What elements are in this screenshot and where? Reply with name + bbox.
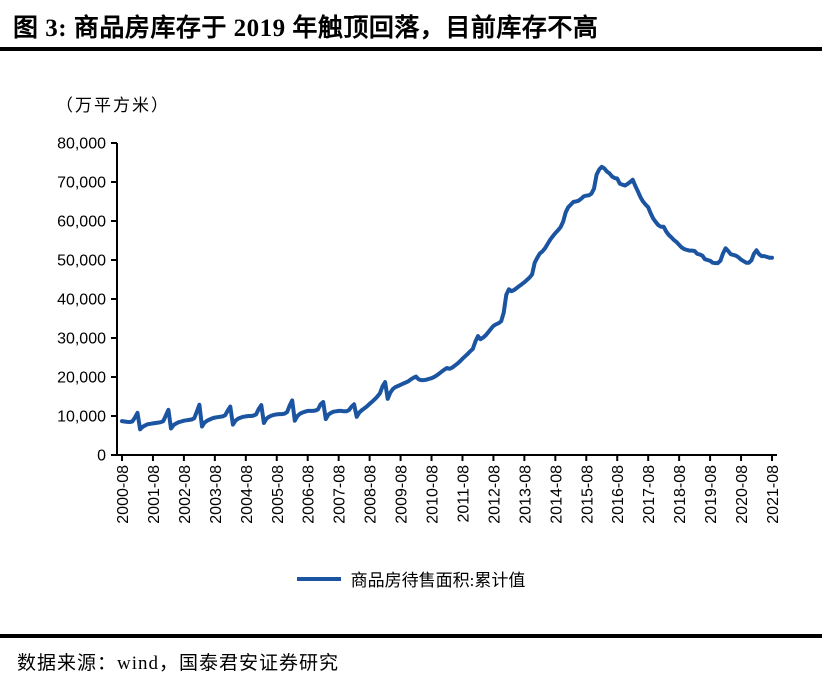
svg-text:10,000: 10,000 bbox=[57, 409, 106, 426]
svg-text:2016-08: 2016-08 bbox=[610, 465, 627, 524]
svg-text:2005-08: 2005-08 bbox=[270, 465, 287, 524]
svg-text:70,000: 70,000 bbox=[57, 175, 106, 192]
svg-text:2021-08: 2021-08 bbox=[765, 465, 782, 524]
svg-text:80,000: 80,000 bbox=[57, 136, 106, 153]
svg-text:60,000: 60,000 bbox=[57, 214, 106, 231]
title-divider bbox=[0, 47, 822, 51]
footer-divider bbox=[0, 634, 822, 638]
svg-text:2010-08: 2010-08 bbox=[425, 465, 442, 524]
svg-text:2000-08: 2000-08 bbox=[115, 465, 132, 524]
svg-text:2012-08: 2012-08 bbox=[486, 465, 503, 524]
legend-label: 商品房待售面积:累计值 bbox=[350, 571, 526, 590]
svg-text:2019-08: 2019-08 bbox=[703, 465, 720, 524]
svg-text:2014-08: 2014-08 bbox=[548, 465, 565, 524]
svg-text:2008-08: 2008-08 bbox=[363, 465, 380, 524]
data-source-note: 数据来源：wind，国泰君安证券研究 bbox=[17, 653, 340, 674]
svg-text:2018-08: 2018-08 bbox=[672, 465, 689, 524]
y-axis-unit-label: （万平方米） bbox=[56, 96, 170, 115]
svg-text:2002-08: 2002-08 bbox=[177, 465, 194, 524]
line-chart: 0 10,000 20,000 30,000 40,000 50,000 60,000 70,… bbox=[57, 136, 782, 524]
figure-title: 图 3: 商品房库存于 2019 年触顶回落，目前库存不高 bbox=[13, 15, 599, 42]
svg-text:30,000: 30,000 bbox=[57, 331, 106, 348]
svg-text:2009-08: 2009-08 bbox=[394, 465, 411, 524]
svg-text:2006-08: 2006-08 bbox=[301, 465, 318, 524]
svg-text:2013-08: 2013-08 bbox=[517, 465, 534, 524]
svg-text:2020-08: 2020-08 bbox=[734, 465, 751, 524]
svg-text:2001-08: 2001-08 bbox=[146, 465, 163, 524]
legend: 商品房待售面积:累计值 bbox=[0, 566, 822, 591]
svg-text:2007-08: 2007-08 bbox=[332, 465, 349, 524]
svg-text:0: 0 bbox=[97, 448, 106, 465]
svg-text:2015-08: 2015-08 bbox=[579, 465, 596, 524]
svg-text:50,000: 50,000 bbox=[57, 253, 106, 270]
legend-line-swatch bbox=[296, 576, 341, 581]
svg-text:40,000: 40,000 bbox=[57, 292, 106, 309]
svg-text:2017-08: 2017-08 bbox=[641, 465, 658, 524]
svg-text:2004-08: 2004-08 bbox=[239, 465, 256, 524]
svg-text:2011-08: 2011-08 bbox=[455, 465, 472, 523]
svg-text:20,000: 20,000 bbox=[57, 370, 106, 387]
svg-text:2003-08: 2003-08 bbox=[208, 465, 225, 524]
